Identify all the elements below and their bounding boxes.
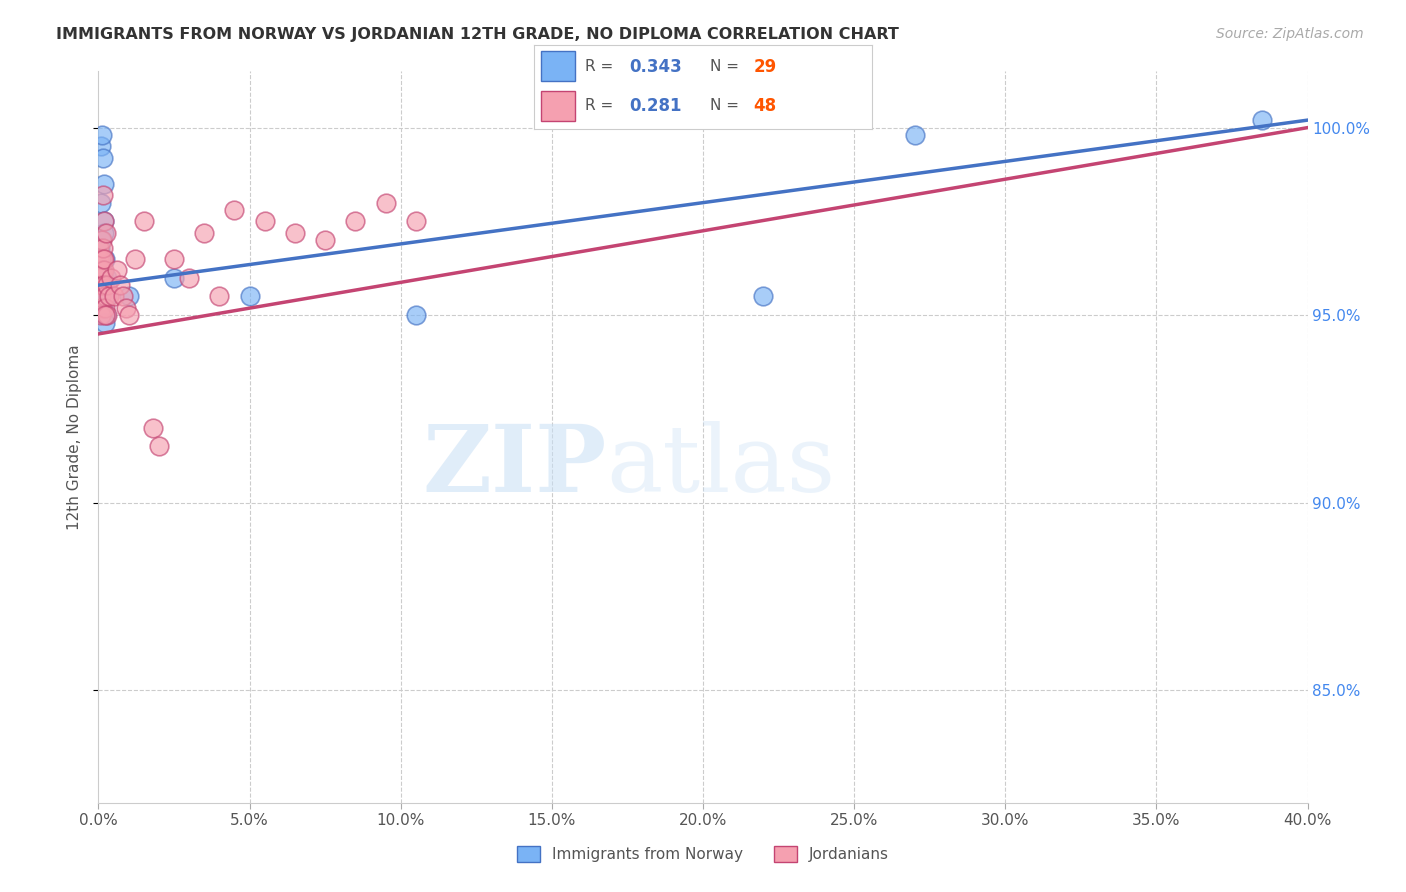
Point xyxy=(103,289,125,303)
Point xyxy=(132,214,155,228)
Point xyxy=(111,289,134,303)
Text: ZIP: ZIP xyxy=(422,421,606,511)
Text: 0.343: 0.343 xyxy=(628,58,682,76)
Point xyxy=(96,270,118,285)
Point xyxy=(90,301,112,315)
Text: N =: N = xyxy=(710,59,744,74)
Text: 0.281: 0.281 xyxy=(628,96,682,114)
Point xyxy=(208,289,231,303)
Text: R =: R = xyxy=(585,59,619,74)
Point xyxy=(752,289,775,303)
Point xyxy=(344,214,367,228)
Point xyxy=(100,270,122,285)
Point xyxy=(91,151,114,165)
Point xyxy=(93,226,115,240)
Point xyxy=(89,270,111,285)
Point xyxy=(96,289,118,303)
Point xyxy=(96,278,118,293)
Point xyxy=(118,308,141,322)
Point xyxy=(90,252,112,266)
Point xyxy=(90,263,112,277)
Point xyxy=(89,252,111,266)
Point xyxy=(91,301,114,315)
Point xyxy=(89,263,111,277)
Bar xyxy=(541,52,575,81)
Point xyxy=(91,233,114,247)
Point xyxy=(90,289,112,303)
Point xyxy=(91,128,114,142)
Point xyxy=(179,270,201,285)
Point xyxy=(94,226,117,240)
Point xyxy=(108,278,131,293)
Text: 48: 48 xyxy=(754,96,776,114)
Point xyxy=(91,278,114,293)
Point xyxy=(91,270,114,285)
Point xyxy=(142,420,165,434)
Y-axis label: 12th Grade, No Diploma: 12th Grade, No Diploma xyxy=(67,344,83,530)
Point xyxy=(90,308,112,322)
Point xyxy=(87,241,110,255)
Point xyxy=(193,226,215,240)
Point xyxy=(374,195,396,210)
Point xyxy=(904,128,927,142)
Text: Source: ZipAtlas.com: Source: ZipAtlas.com xyxy=(1216,27,1364,41)
Point xyxy=(94,301,117,315)
Point xyxy=(124,252,146,266)
Point xyxy=(163,270,186,285)
Point xyxy=(90,289,112,303)
Point xyxy=(91,278,114,293)
Point xyxy=(93,263,115,277)
Point xyxy=(94,252,117,266)
Point xyxy=(405,308,427,322)
Point xyxy=(96,308,118,322)
Point xyxy=(93,252,115,266)
Point xyxy=(93,214,115,228)
Point xyxy=(89,278,111,293)
Point xyxy=(253,214,276,228)
Point xyxy=(224,203,246,218)
Point xyxy=(94,308,117,322)
Text: IMMIGRANTS FROM NORWAY VS JORDANIAN 12TH GRADE, NO DIPLOMA CORRELATION CHART: IMMIGRANTS FROM NORWAY VS JORDANIAN 12TH… xyxy=(56,27,898,42)
Point xyxy=(94,289,117,303)
Point xyxy=(163,252,186,266)
Text: 29: 29 xyxy=(754,58,778,76)
Point xyxy=(93,270,115,285)
Point xyxy=(405,214,427,228)
Point xyxy=(93,177,115,191)
Point xyxy=(91,188,114,202)
Point xyxy=(89,241,111,255)
Point xyxy=(89,252,111,266)
Point xyxy=(118,289,141,303)
Text: N =: N = xyxy=(710,98,744,113)
Bar xyxy=(541,91,575,120)
Point xyxy=(90,233,112,247)
Point xyxy=(90,263,112,277)
Point xyxy=(93,214,115,228)
Point xyxy=(98,289,121,303)
Legend: Immigrants from Norway, Jordanians: Immigrants from Norway, Jordanians xyxy=(510,840,896,868)
Point xyxy=(91,241,114,255)
Point xyxy=(94,308,117,322)
Point xyxy=(90,252,112,266)
Point xyxy=(1251,113,1274,128)
Point xyxy=(94,316,117,330)
Text: R =: R = xyxy=(585,98,619,113)
Point xyxy=(90,139,112,153)
Text: atlas: atlas xyxy=(606,421,835,511)
Point xyxy=(314,233,336,247)
Point xyxy=(148,440,170,454)
Point xyxy=(93,278,115,293)
Point xyxy=(114,301,136,315)
Point xyxy=(105,263,128,277)
Point xyxy=(90,195,112,210)
Point xyxy=(239,289,262,303)
Point xyxy=(284,226,307,240)
Point xyxy=(91,252,114,266)
